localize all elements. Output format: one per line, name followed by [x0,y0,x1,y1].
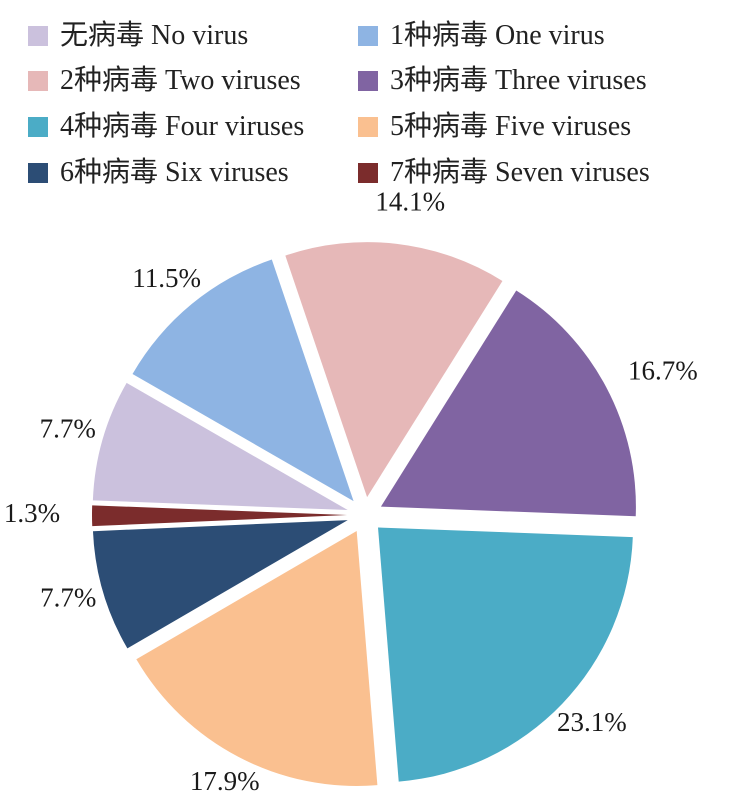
legend-swatch-three-viruses [358,71,378,91]
legend-label-no-virus: 无病毒 No virus [60,20,249,51]
pie-slice-six-viruses [92,520,348,649]
pie-slice-seven-viruses [92,505,348,527]
legend-item-five-viruses: 5种病毒 Five viruses [358,107,631,147]
legend-item-seven-viruses: 7种病毒 Seven viruses [358,153,650,193]
legend-label-four-viruses: 4种病毒 Four viruses [60,111,305,142]
legend-swatch-two-viruses [28,71,48,91]
legend-label-six-viruses: 6种病毒 Six viruses [60,157,289,188]
data-label-seven-viruses: 1.3% [4,498,60,528]
pie-slice-four-viruses [378,527,633,782]
legend-label-three-viruses: 3种病毒 Three viruses [390,65,647,96]
pie-slice-five-viruses [136,530,378,786]
data-label-four-viruses: 23.1% [557,707,627,737]
legend-swatch-six-viruses [28,163,48,183]
data-label-no-virus: 7.7% [40,413,96,443]
legend-item-six-viruses: 6种病毒 Six viruses [28,153,289,193]
legend-swatch-one-virus [358,26,378,46]
legend-item-three-viruses: 3种病毒 Three viruses [358,61,647,101]
data-label-two-viruses: 14.1% [375,186,445,216]
legend-item-one-virus: 1种病毒 One virus [358,16,605,56]
pie-slice-three-viruses [380,290,636,517]
pie-slice-two-viruses [285,242,503,498]
data-label-one-virus: 11.5% [132,263,201,293]
legend-label-five-viruses: 5种病毒 Five viruses [390,111,632,142]
legend-label-one-virus: 1种病毒 One virus [390,20,605,51]
pie-slice-no-virus [92,382,348,511]
data-label-five-viruses: 17.9% [190,766,260,796]
data-label-three-viruses: 16.7% [628,356,698,386]
legend-item-no-virus: 无病毒 No virus [28,16,248,56]
legend-item-two-viruses: 2种病毒 Two viruses [28,61,301,101]
data-label-six-viruses: 7.7% [40,583,96,613]
legend-label-seven-viruses: 7种病毒 Seven viruses [390,157,650,188]
pie-slice-one-virus [132,259,354,502]
legend-swatch-four-viruses [28,117,48,137]
legend-item-four-viruses: 4种病毒 Four viruses [28,107,304,147]
legend-label-two-viruses: 2种病毒 Two viruses [60,65,301,96]
legend-swatch-no-virus [28,26,48,46]
legend-swatch-five-viruses [358,117,378,137]
legend-swatch-seven-viruses [358,163,378,183]
